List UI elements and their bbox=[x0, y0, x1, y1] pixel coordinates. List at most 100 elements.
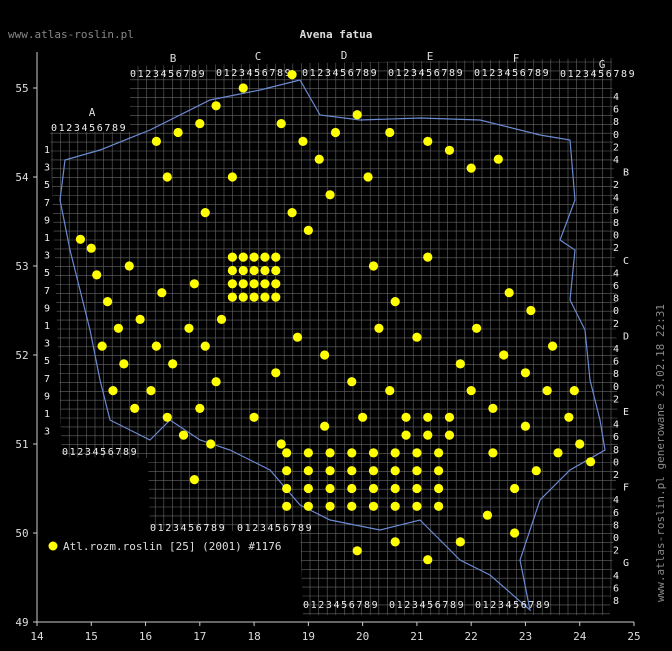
grid-row-label: 0 bbox=[613, 457, 619, 468]
occurrence-dot bbox=[287, 208, 297, 218]
occurrence-dot bbox=[282, 501, 292, 511]
occurrence-dot bbox=[86, 243, 96, 253]
grid-row-label: 1 bbox=[44, 321, 50, 332]
occurrence-dot bbox=[531, 466, 541, 476]
grid-row-label: 9 bbox=[44, 303, 50, 314]
occurrence-dot bbox=[488, 403, 498, 413]
occurrence-dot bbox=[303, 466, 313, 476]
occurrence-dot bbox=[401, 430, 411, 440]
grid-row-label: 2 bbox=[613, 394, 619, 405]
occurrence-dot bbox=[423, 555, 433, 565]
grid-row-label: 5 bbox=[44, 268, 50, 279]
occurrence-dot bbox=[249, 412, 259, 422]
occurrence-dot bbox=[542, 386, 552, 396]
grid-digits: 0123456789 bbox=[130, 69, 206, 80]
grid-row-label: 9 bbox=[44, 391, 50, 402]
occurrence-dot bbox=[575, 439, 585, 449]
y-tick-label: 49 bbox=[15, 616, 28, 629]
occurrence-dot bbox=[368, 466, 379, 476]
occurrence-dot bbox=[368, 501, 379, 511]
grid-row-label: 2 bbox=[613, 180, 619, 191]
x-tick-label: 23 bbox=[519, 630, 532, 643]
grid-row-label: 7 bbox=[44, 374, 50, 385]
grid-letter: B bbox=[170, 52, 177, 65]
y-tick-label: 50 bbox=[15, 527, 28, 540]
occurrence-dot bbox=[303, 448, 313, 458]
occurrence-dot bbox=[276, 119, 286, 129]
y-tick-label: 54 bbox=[15, 171, 29, 184]
occurrence-dot bbox=[303, 501, 313, 511]
map-title: Avena fatua bbox=[300, 28, 373, 41]
occurrence-dot bbox=[482, 510, 493, 520]
x-tick-label: 19 bbox=[302, 630, 315, 643]
occurrence-dot bbox=[390, 537, 400, 547]
occurrence-dot bbox=[189, 475, 199, 485]
occurrence-dot bbox=[368, 448, 379, 458]
grid-row-label: 7 bbox=[44, 198, 50, 209]
grid-row-label: 8 bbox=[613, 294, 619, 305]
grid-row-label: 6 bbox=[613, 432, 619, 443]
y-tick-label: 51 bbox=[15, 438, 28, 451]
occurrence-dot bbox=[216, 314, 227, 324]
grid-row-label: 6 bbox=[613, 508, 619, 519]
grid-row-label: 8 bbox=[613, 117, 619, 128]
occurrence-dot bbox=[547, 341, 558, 351]
grid-row-label: 7 bbox=[44, 286, 50, 297]
grid-row-label: E bbox=[623, 407, 629, 418]
occurrence-dot bbox=[434, 448, 444, 458]
occurrence-dot bbox=[352, 110, 362, 120]
grid-digits: 0123456789 bbox=[475, 600, 551, 611]
occurrence-dot bbox=[330, 127, 341, 138]
occurrence-dot bbox=[434, 501, 444, 511]
occurrence-dot bbox=[227, 292, 237, 302]
occurrence-dot bbox=[412, 448, 422, 458]
grid-row-label: 3 bbox=[44, 427, 50, 438]
grid-row-label: 2 bbox=[613, 243, 619, 254]
occurrence-dot bbox=[385, 386, 395, 396]
grid-row-label: 8 bbox=[613, 218, 619, 229]
grid-row-label: 2 bbox=[613, 319, 619, 330]
grid-row-label: 6 bbox=[613, 583, 619, 594]
occurrence-dot bbox=[363, 172, 373, 182]
grid-row-label: 8 bbox=[613, 520, 619, 531]
occurrence-dot bbox=[320, 421, 330, 431]
occurrence-dot bbox=[113, 323, 124, 333]
grid-letter: F bbox=[513, 52, 520, 65]
footer: www.atlas-roslin.pl generowane 23.02.18 … bbox=[654, 304, 667, 602]
occurrence-dot bbox=[162, 172, 172, 182]
occurrence-dot bbox=[260, 265, 270, 276]
occurrence-dot bbox=[271, 279, 281, 289]
grid-digits: 0123456789 bbox=[216, 68, 292, 79]
occurrence-dot bbox=[108, 386, 118, 396]
occurrence-dot bbox=[423, 252, 433, 262]
occurrence-dot bbox=[368, 483, 379, 494]
occurrence-dot bbox=[347, 448, 357, 458]
occurrence-dot bbox=[92, 270, 102, 280]
occurrence-dot bbox=[368, 261, 379, 271]
occurrence-dot bbox=[325, 466, 335, 476]
occurrence-dot bbox=[227, 265, 237, 276]
occurrence-dot bbox=[423, 136, 433, 146]
occurrence-dot bbox=[206, 439, 216, 449]
x-tick-label: 22 bbox=[465, 630, 478, 643]
occurrence-dot bbox=[271, 292, 281, 302]
occurrence-dot bbox=[347, 466, 357, 476]
grid-row-label: 3 bbox=[44, 163, 50, 174]
occurrence-dot bbox=[358, 412, 368, 422]
grid-row-label: 4 bbox=[613, 571, 619, 582]
grid-row-label: 6 bbox=[613, 281, 619, 292]
grid-row-label: 3 bbox=[44, 251, 50, 262]
occurrence-dot bbox=[412, 501, 422, 511]
x-tick-label: 16 bbox=[139, 630, 152, 643]
occurrence-dot bbox=[238, 292, 248, 302]
grid-row-label: 0 bbox=[613, 382, 619, 393]
grid-digits: 0123456789 bbox=[388, 68, 464, 79]
grid-row-label: 8 bbox=[613, 369, 619, 380]
occurrence-dot bbox=[238, 279, 248, 289]
grid-row-label: 9 bbox=[44, 215, 50, 226]
grid-row-label: 1 bbox=[44, 145, 50, 156]
occurrence-dot bbox=[173, 127, 183, 138]
occurrence-dot bbox=[130, 403, 140, 413]
occurrence-dot bbox=[314, 154, 324, 164]
occurrence-dot bbox=[260, 252, 270, 262]
